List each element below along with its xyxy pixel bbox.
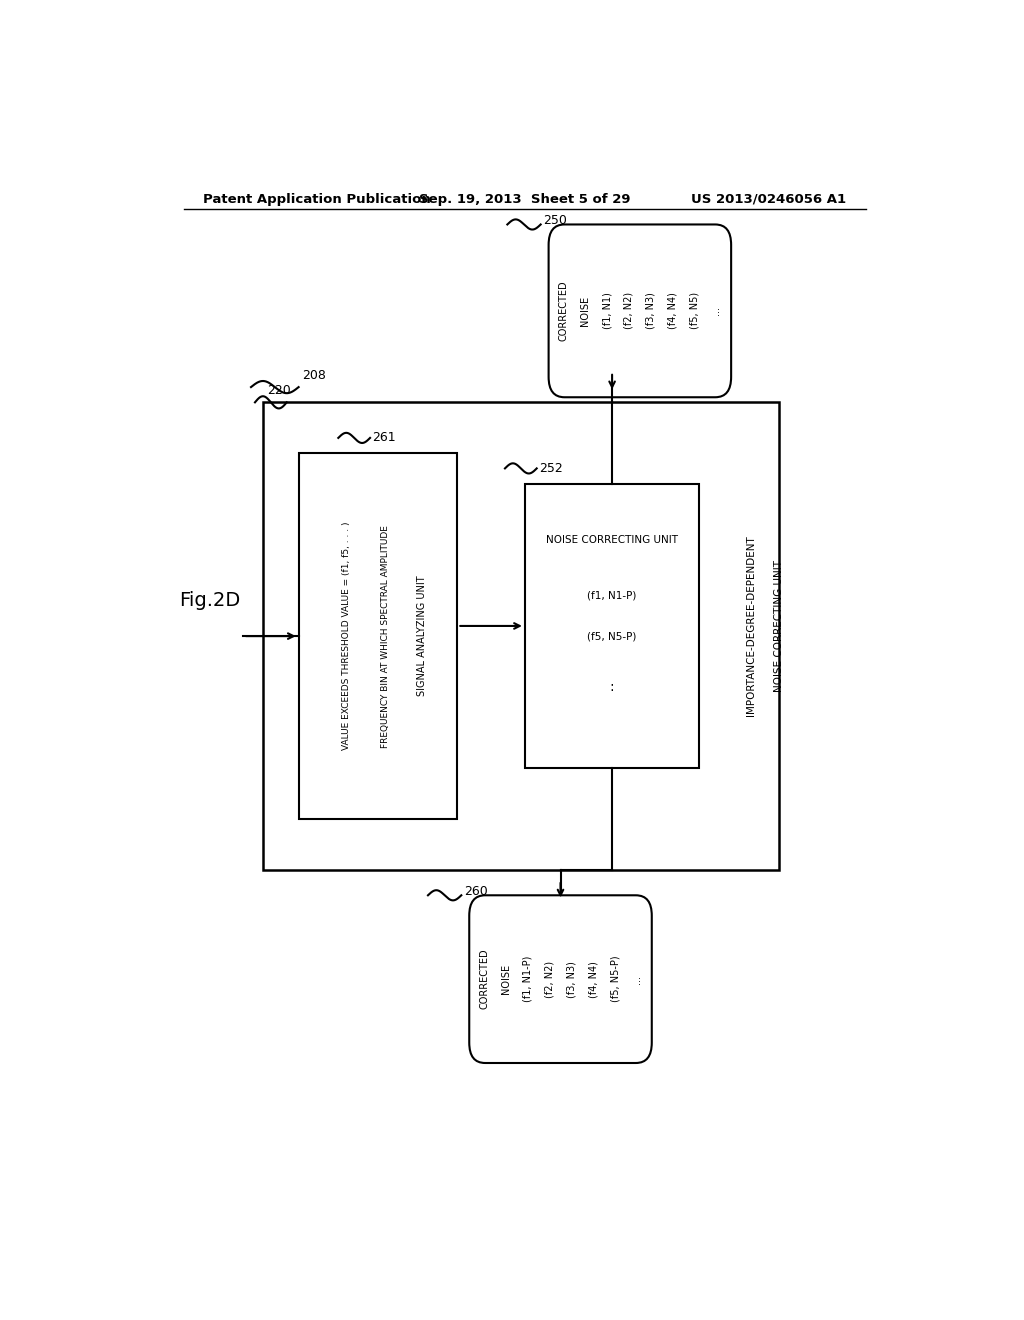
Text: (f5, N5-P): (f5, N5-P) [610,956,621,1002]
Text: CORRECTED: CORRECTED [558,281,568,341]
FancyBboxPatch shape [263,403,779,870]
Text: (f4, N4): (f4, N4) [588,961,598,998]
FancyBboxPatch shape [469,895,652,1063]
Text: 250: 250 [543,214,567,227]
Text: US 2013/0246056 A1: US 2013/0246056 A1 [691,193,846,206]
Text: (f1, N1-P): (f1, N1-P) [523,956,532,1002]
Text: IMPORTANCE-DEGREE-DEPENDENT: IMPORTANCE-DEGREE-DEPENDENT [745,536,756,717]
Text: FREQUENCY BIN AT WHICH SPECTRAL AMPLITUDE: FREQUENCY BIN AT WHICH SPECTRAL AMPLITUD… [381,524,390,747]
Text: 252: 252 [539,462,563,475]
Text: (f2, N2): (f2, N2) [624,292,634,330]
Text: NOISE CORRECTING UNIT: NOISE CORRECTING UNIT [774,560,783,692]
Text: SIGNAL ANALYZING UNIT: SIGNAL ANALYZING UNIT [417,576,427,697]
Text: (f3, N3): (f3, N3) [646,293,655,329]
Text: ...: ... [712,306,721,315]
Text: (f1, N1-P): (f1, N1-P) [588,590,637,601]
Text: Fig.2D: Fig.2D [179,591,241,610]
FancyBboxPatch shape [549,224,731,397]
Text: 220: 220 [267,384,291,397]
FancyBboxPatch shape [299,453,458,818]
Text: VALUE EXCEEDS THRESHOLD VALUE = (f1, f5, . . . ): VALUE EXCEEDS THRESHOLD VALUE = (f1, f5,… [342,521,351,750]
Text: (f5, N5-P): (f5, N5-P) [588,631,637,642]
Text: (f3, N3): (f3, N3) [566,961,577,998]
Text: ...: ... [632,974,642,983]
FancyBboxPatch shape [524,483,699,768]
Text: 261: 261 [373,432,396,445]
Text: (f5, N5): (f5, N5) [689,292,699,330]
Text: (f4, N4): (f4, N4) [668,293,678,329]
Text: NOISE: NOISE [501,964,511,994]
Text: Sep. 19, 2013  Sheet 5 of 29: Sep. 19, 2013 Sheet 5 of 29 [419,193,631,206]
Text: (f1, N1): (f1, N1) [602,293,612,329]
Text: :: : [609,680,614,694]
Text: CORRECTED: CORRECTED [479,949,489,1010]
Text: 260: 260 [464,884,487,898]
Text: Patent Application Publication: Patent Application Publication [204,193,431,206]
Text: NOISE: NOISE [581,296,590,326]
Text: 208: 208 [303,370,327,381]
Text: (f2, N2): (f2, N2) [545,961,555,998]
Text: NOISE CORRECTING UNIT: NOISE CORRECTING UNIT [546,535,678,545]
